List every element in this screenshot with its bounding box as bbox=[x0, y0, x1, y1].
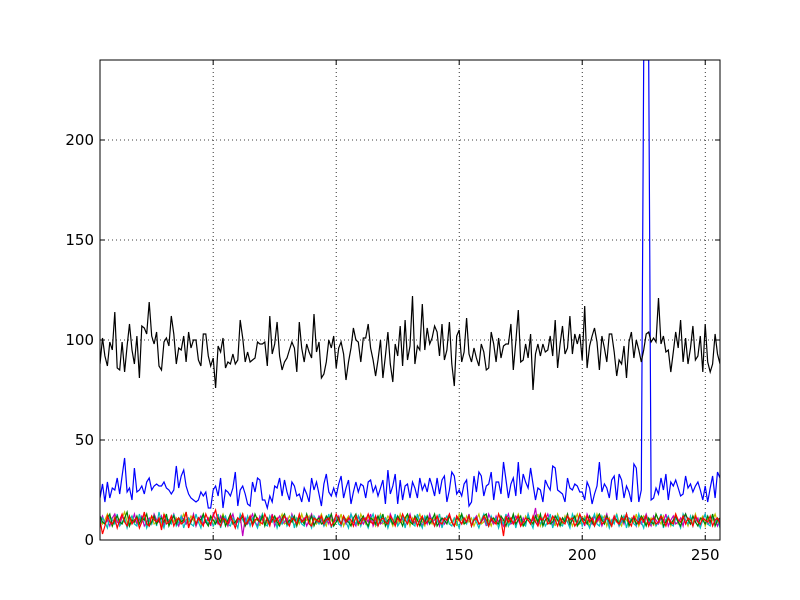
x-tick-label: 250 bbox=[691, 546, 720, 564]
x-tick-label: 50 bbox=[204, 546, 223, 564]
series-line-3 bbox=[100, 507, 720, 537]
axis-tick-labels: 50 100 150 200 250 0 50 100 150 200 bbox=[65, 131, 719, 564]
grid-lines bbox=[100, 60, 720, 541]
series-layer bbox=[100, 60, 720, 537]
axis-ticks bbox=[100, 60, 720, 541]
series-line-1 bbox=[100, 295, 720, 391]
x-tick-label: 100 bbox=[322, 546, 351, 564]
y-tick-label: 100 bbox=[65, 331, 94, 349]
x-tick-label: 200 bbox=[568, 546, 597, 564]
plot-area-background bbox=[100, 60, 720, 540]
plot-frame bbox=[99, 59, 721, 541]
x-tick-label: 150 bbox=[445, 546, 474, 564]
series-line-2 bbox=[100, 60, 720, 511]
y-tick-label: 150 bbox=[65, 231, 94, 249]
y-tick-label: 200 bbox=[65, 131, 94, 149]
y-tick-label: 0 bbox=[84, 531, 94, 549]
y-tick-label: 50 bbox=[75, 431, 94, 449]
